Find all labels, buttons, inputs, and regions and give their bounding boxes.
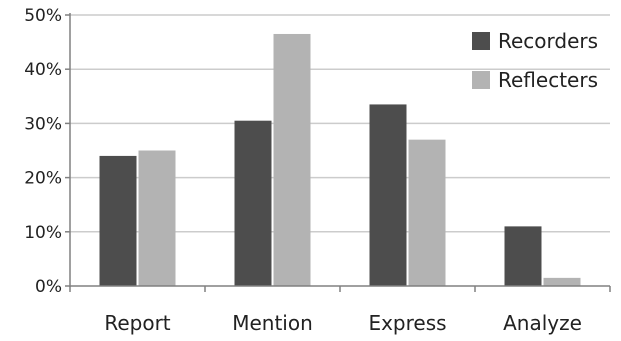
legend-swatch-reflecters: [472, 71, 490, 89]
y-tick-label: 20%: [24, 169, 62, 189]
bars: [99, 33, 581, 287]
bar-recorders-express: [369, 104, 407, 287]
x-tick-labels: Report Mention Express Analyze: [104, 311, 582, 335]
x-tick-label: Mention: [232, 311, 313, 335]
y-tick-label: 50%: [24, 6, 62, 26]
legend: Recorders Reflecters: [472, 29, 598, 92]
y-tick-label: 30%: [24, 114, 62, 134]
legend-label-recorders: Recorders: [498, 29, 598, 53]
bar-reflecters-express: [408, 139, 446, 286]
legend-swatch-recorders: [472, 32, 490, 50]
x-tick-label: Express: [368, 311, 446, 335]
bar-recorders-analyze: [504, 226, 542, 286]
x-tick-label: Report: [104, 311, 170, 335]
bar-reflecters-mention: [273, 33, 311, 286]
y-tick-label: 40%: [24, 60, 62, 80]
bar-reflecters-report: [138, 150, 176, 286]
x-tick-label: Analyze: [503, 311, 582, 335]
legend-label-reflecters: Reflecters: [498, 68, 598, 92]
bar-reflecters-analyze: [543, 277, 581, 286]
y-tick-labels: 0% 10% 20% 30% 40% 50%: [24, 6, 62, 297]
y-tick-label: 0%: [35, 277, 62, 297]
y-tick-label: 10%: [24, 223, 62, 243]
axes: [65, 13, 611, 292]
bar-recorders-report: [99, 155, 137, 286]
bar-recorders-mention: [234, 120, 272, 286]
